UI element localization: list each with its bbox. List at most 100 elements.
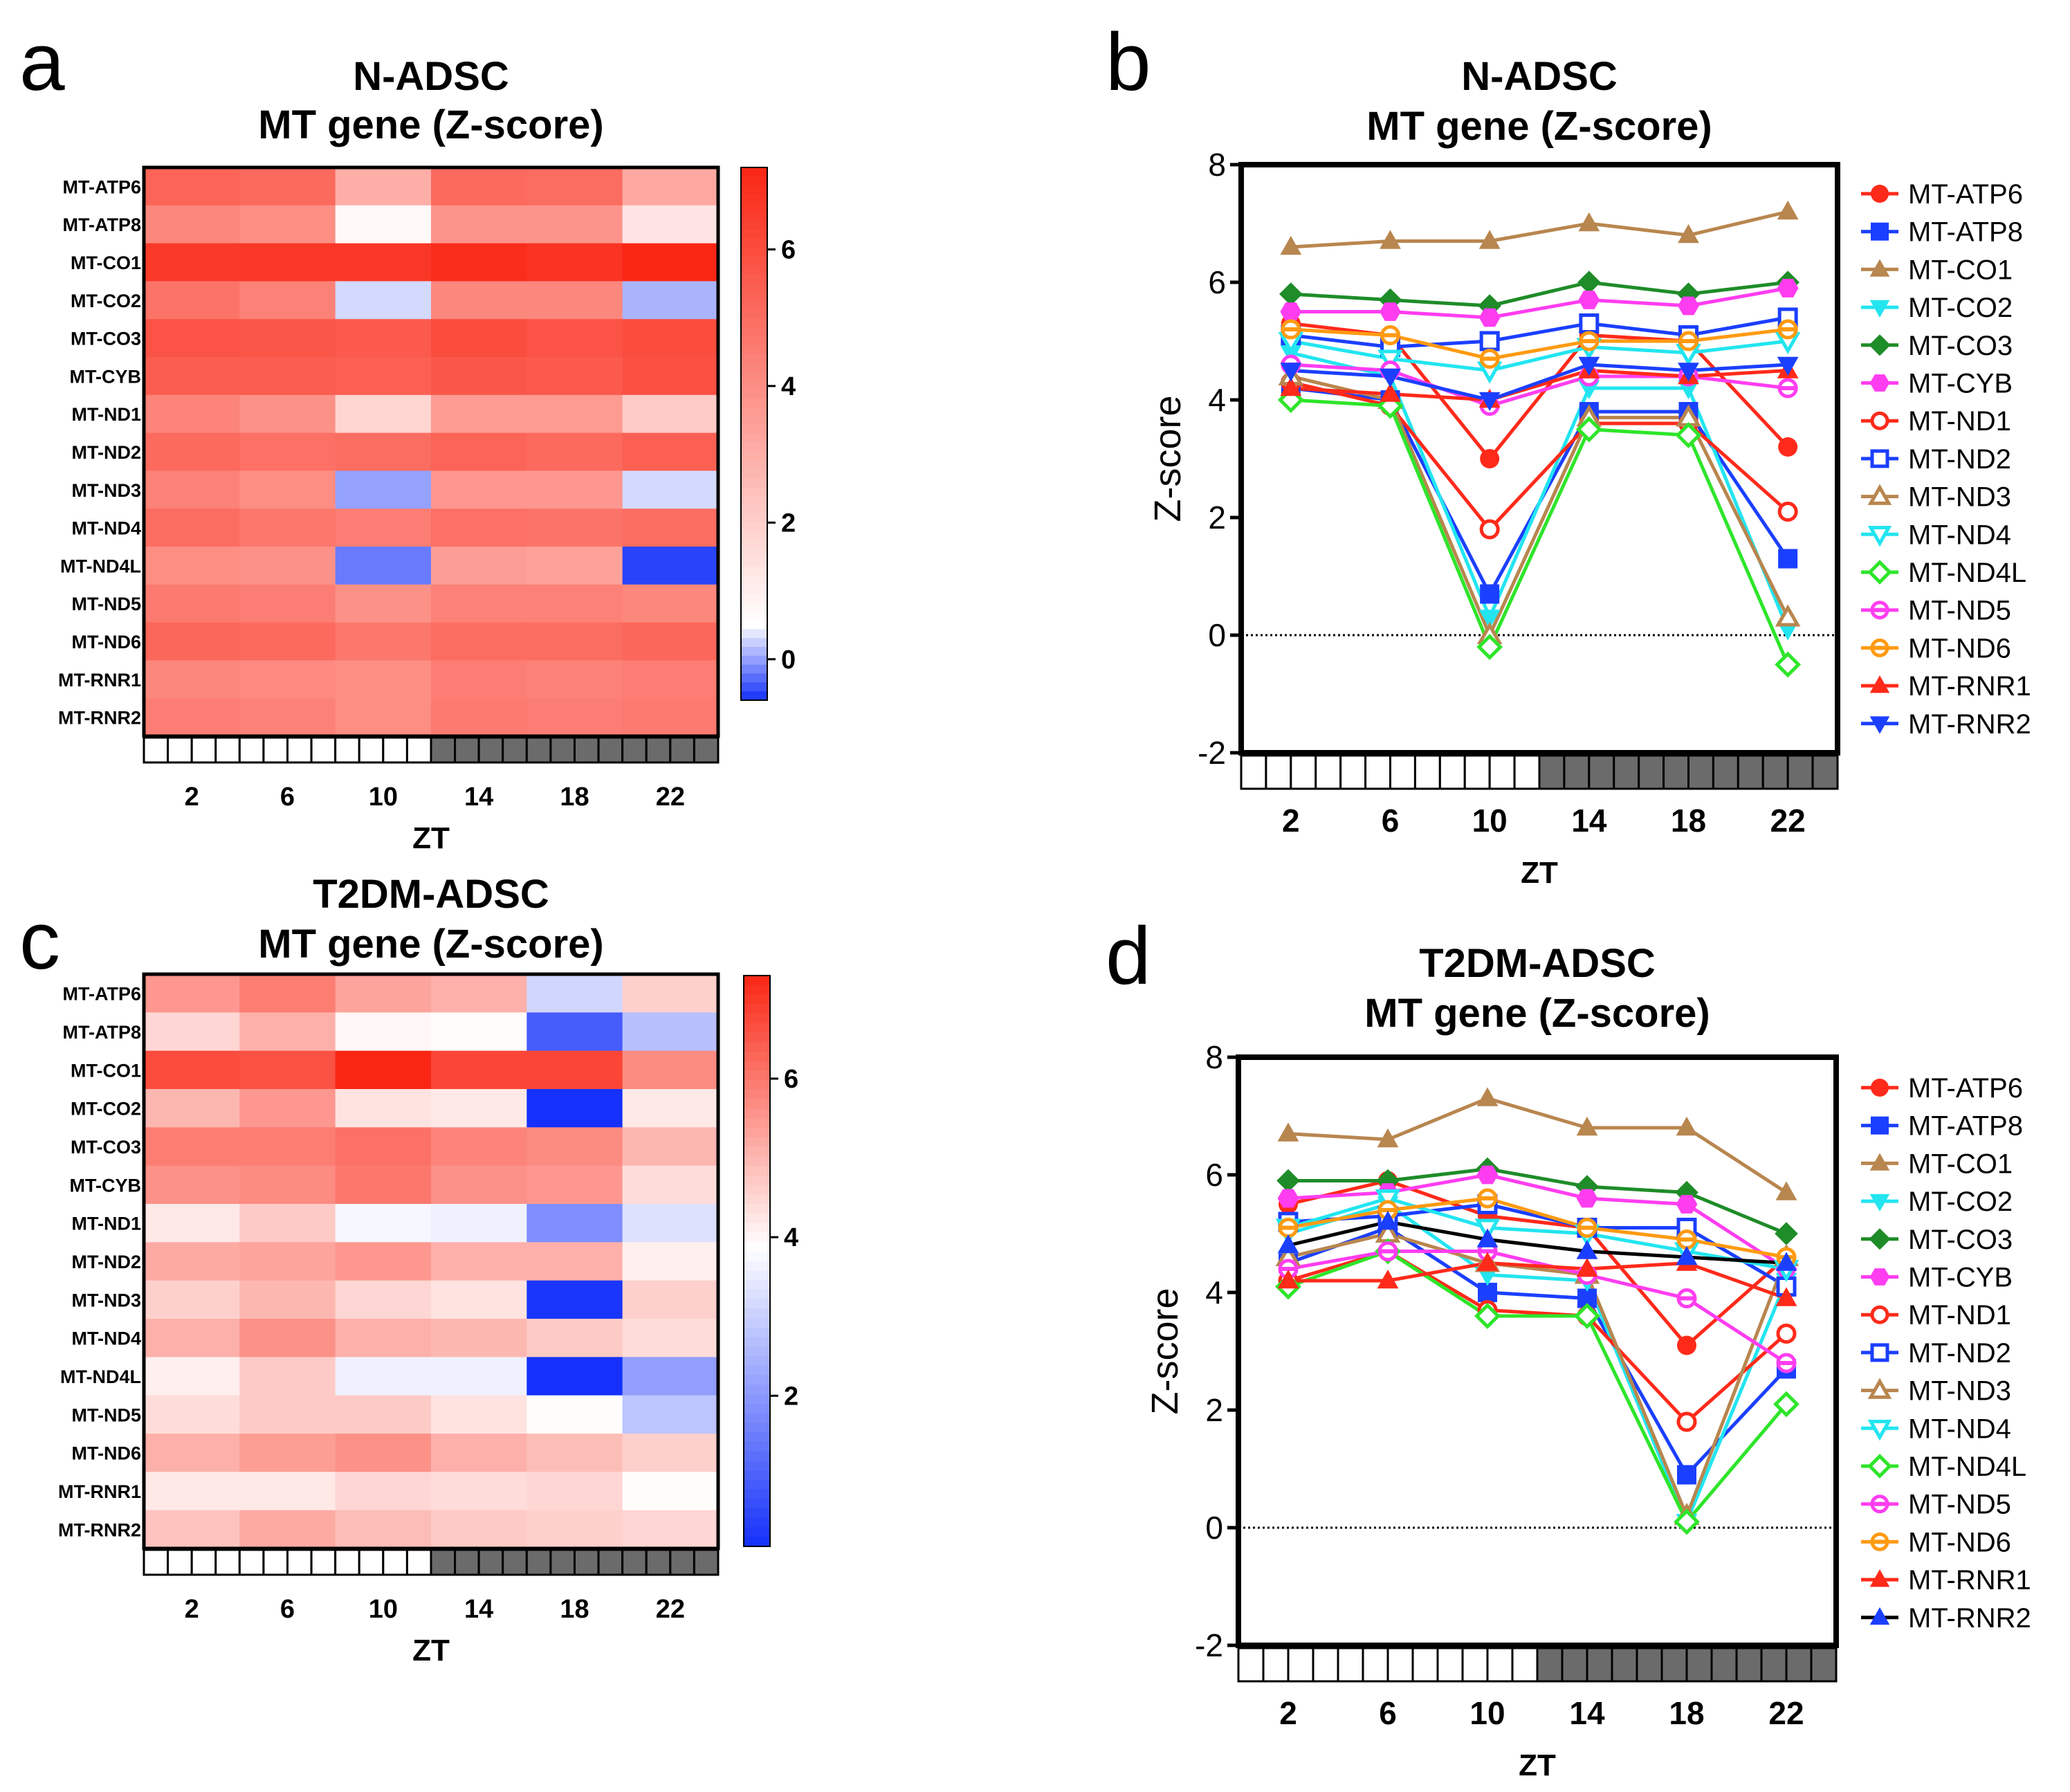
data-point-bar (1378, 1249, 1398, 1254)
heatmap-cell (239, 1395, 336, 1434)
legend-label: MT-ND2 (1908, 444, 2011, 475)
heatmap-cell (239, 698, 336, 737)
colorbar-tick-label: 2 (781, 509, 796, 538)
heatmap-cell (144, 1204, 240, 1243)
data-point (1380, 302, 1401, 321)
heatmap-cell (144, 1472, 240, 1511)
heatmap-cell (526, 509, 623, 547)
zt-block-light (1386, 1647, 1414, 1683)
zt-block-dark (693, 1548, 720, 1576)
data-point (1277, 1189, 1299, 1208)
heatmap-cell (239, 1319, 336, 1357)
zt-block-dark (1761, 754, 1789, 790)
data-point (1775, 651, 1802, 678)
zt-block-light (1287, 1647, 1315, 1683)
heatmap-cell (335, 243, 432, 282)
data-point (1775, 604, 1801, 627)
series-line (1288, 1250, 1788, 1365)
colorbar-segment (744, 1099, 770, 1110)
data-point (1867, 526, 1892, 547)
x-tick-label: 10 (1469, 1695, 1505, 1731)
x-tick-label: 6 (280, 783, 295, 812)
panel-letter-c: c (19, 895, 60, 987)
y-tick-label: -2 (1198, 735, 1226, 771)
colorbar-segment (741, 673, 767, 683)
series-line (1290, 351, 1790, 630)
colorbar-segment (744, 1517, 770, 1528)
legend-label: MT-ND1 (1908, 1300, 2011, 1331)
row-label: MT-ND5 (72, 594, 142, 614)
heatmap-cell (431, 1089, 527, 1128)
zt-block-light (1337, 1647, 1364, 1683)
heatmap-cell (335, 698, 432, 737)
data-point-bar (1478, 1249, 1497, 1254)
panel-letter-a: a (19, 17, 65, 108)
zt-block-dark (502, 1548, 528, 1576)
heatmap-cell (622, 243, 719, 282)
data-point-bar (1478, 1196, 1497, 1200)
heatmap-cell (526, 357, 623, 396)
heatmap-cell (526, 470, 623, 509)
data-point (1869, 716, 1890, 734)
colorbar-segment (744, 1337, 770, 1347)
colorbar-segment (741, 425, 767, 435)
zt-block-light (334, 1548, 360, 1576)
heatmap-cell (335, 1280, 432, 1319)
y-axis-label: Z-score (1147, 395, 1189, 522)
data-point-bar (1279, 1267, 1298, 1271)
x-tick-label: 22 (1770, 803, 1806, 839)
zt-block-dark (1760, 1647, 1788, 1683)
data-point (1480, 449, 1500, 468)
legend-label: MT-ND2 (1908, 1338, 2011, 1369)
x-tick-label: 14 (1571, 803, 1607, 839)
data-point (1869, 1607, 1890, 1625)
heatmap-cell (239, 1357, 336, 1396)
colorbar-segment (744, 1346, 770, 1357)
heatmap-cell (622, 1472, 719, 1511)
colorbar-segment (741, 611, 767, 621)
colorbar-segment (744, 1327, 770, 1338)
zt-block-light (262, 1548, 288, 1576)
heatmap-cell (526, 974, 623, 1013)
zt-block-light (1262, 1647, 1290, 1683)
heatmap-cell (431, 205, 527, 244)
row-label: MT-ND1 (72, 1214, 142, 1234)
colorbar-segment (741, 345, 767, 355)
row-label: MT-CO2 (71, 1099, 141, 1119)
data-point (1867, 560, 1892, 585)
heatmap-cell (431, 1050, 527, 1090)
heatmap-cell (335, 547, 432, 585)
data-point (1278, 1218, 1299, 1238)
x-tick-label: 6 (1382, 803, 1400, 839)
data-point (1476, 1228, 1499, 1247)
zt-block-light (214, 736, 241, 764)
heatmap-cell (526, 1434, 623, 1472)
data-point (1778, 437, 1798, 457)
colorbar-segment (744, 1318, 770, 1328)
data-point (1775, 1287, 1797, 1306)
x-axis-label: ZT (1521, 856, 1558, 890)
heatmap-cell (526, 243, 623, 282)
zt-block-light (1411, 1647, 1439, 1683)
data-point (1869, 1194, 1890, 1212)
row-label: MT-ND2 (72, 442, 142, 463)
zt-block-light (1511, 1647, 1539, 1683)
colorbar-segment (744, 1118, 770, 1128)
zt-block-dark (645, 1548, 672, 1576)
data-point-bar (1279, 1225, 1298, 1230)
colorbar-segment (741, 407, 767, 417)
data-point (1478, 1283, 1497, 1302)
colorbar-segment (741, 478, 767, 488)
heatmap-cell (622, 357, 719, 396)
heatmap-cell (239, 1165, 336, 1205)
zt-block-dark (1588, 754, 1615, 790)
colorbar-segment (741, 558, 767, 568)
data-point (1574, 1303, 1600, 1329)
heatmap-cell (144, 1434, 240, 1472)
series-line (1288, 1202, 1788, 1288)
heatmap-cell (526, 1395, 623, 1434)
zt-block-light (1265, 754, 1292, 790)
heatmap-cell (431, 698, 527, 737)
data-point (1676, 1116, 1698, 1136)
legend-label: MT-CO1 (1908, 255, 2013, 285)
